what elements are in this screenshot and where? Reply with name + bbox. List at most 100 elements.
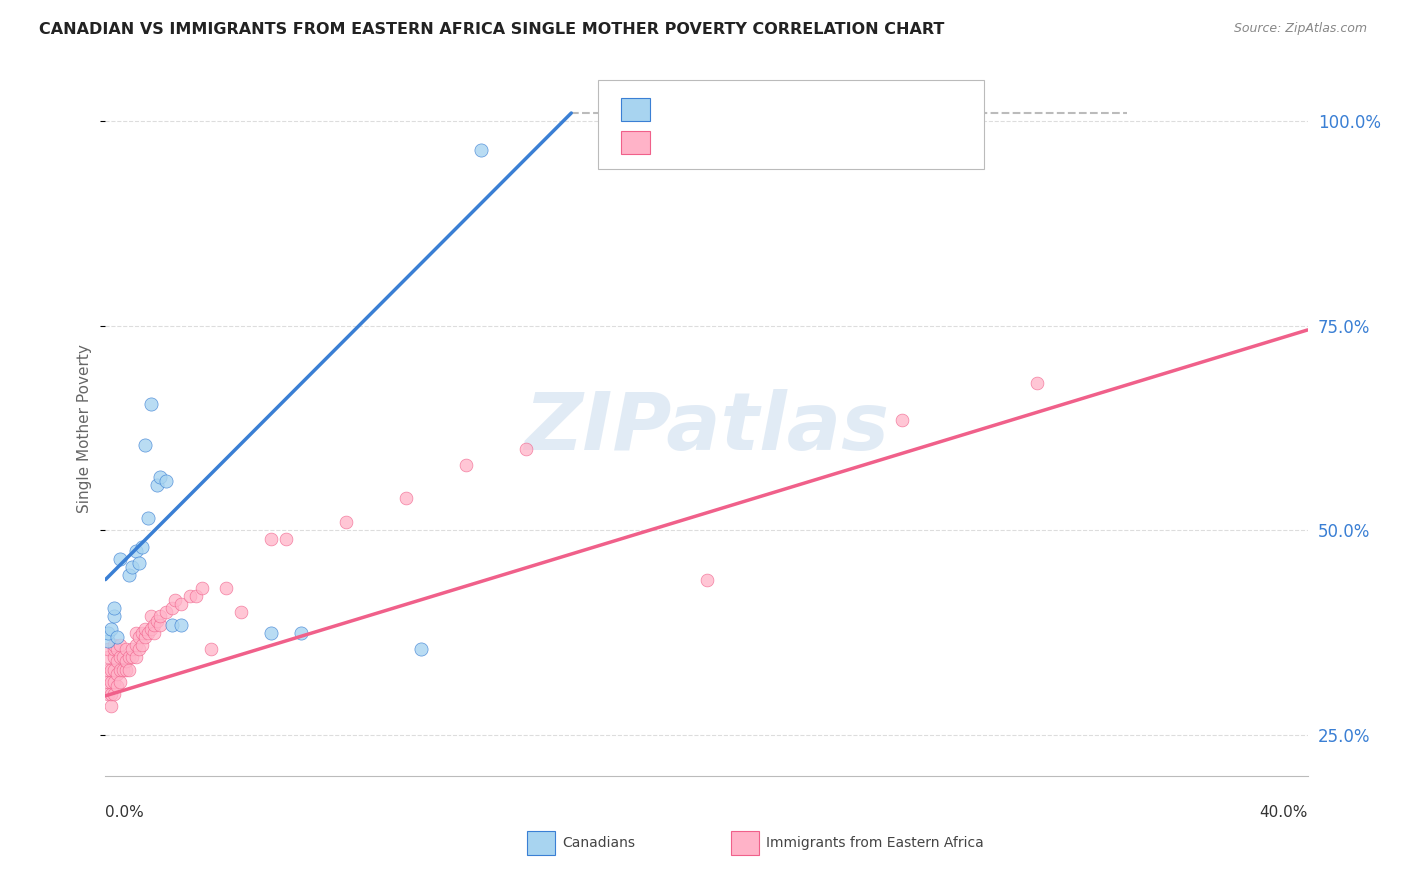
Point (112, 663, 135, 677)
Point (214, 581, 236, 595)
Point (103, 674, 125, 689)
Point (139, 609, 162, 624)
Point (142, 617, 165, 632)
Point (160, 617, 183, 632)
Point (97, 674, 120, 689)
Point (107, 630, 129, 644)
Point (118, 650, 141, 665)
Point (103, 642, 125, 657)
Point (184, 589, 207, 603)
Point (131, 625, 153, 640)
Point (1026, 376, 1049, 391)
Point (107, 679, 129, 693)
Point (696, 573, 718, 587)
Point (124, 650, 146, 665)
Point (107, 655, 129, 669)
Point (118, 568, 141, 582)
Point (100, 622, 122, 636)
Point (260, 625, 283, 640)
Point (100, 699, 122, 714)
Point (124, 638, 146, 652)
Point (190, 581, 212, 595)
Point (115, 655, 138, 669)
Point (290, 625, 312, 640)
Point (128, 630, 150, 644)
Text: 40.0%: 40.0% (1260, 805, 1308, 821)
Point (148, 609, 170, 624)
Point (134, 622, 156, 636)
Point (107, 666, 129, 681)
Point (97, 634, 120, 648)
Point (97, 687, 120, 701)
Point (136, 625, 159, 640)
Point (725, 143, 748, 157)
Point (97, 663, 120, 677)
Point (110, 663, 132, 677)
Point (112, 650, 135, 665)
Point (163, 593, 186, 607)
Point (515, 442, 537, 456)
Point (124, 625, 146, 640)
Point (470, 143, 492, 157)
Point (115, 663, 138, 677)
Point (124, 544, 146, 558)
Point (97, 625, 120, 640)
Point (131, 638, 153, 652)
Point (110, 552, 132, 566)
Point (274, 532, 297, 546)
Point (142, 625, 165, 640)
Point (103, 650, 125, 665)
Point (145, 614, 167, 628)
Point (131, 540, 153, 554)
Point (128, 642, 150, 657)
Point (107, 642, 129, 657)
Point (148, 617, 170, 632)
Point (128, 556, 150, 570)
Point (148, 470, 170, 484)
Text: Immigrants from Eastern Africa: Immigrants from Eastern Africa (766, 836, 984, 850)
Point (160, 601, 183, 615)
Point (103, 663, 125, 677)
Point (118, 663, 141, 677)
Point (110, 638, 132, 652)
Point (110, 674, 132, 689)
Text: R = 0.476   N = 68: R = 0.476 N = 68 (664, 134, 848, 152)
Point (134, 630, 156, 644)
Point (145, 478, 167, 492)
Point (103, 609, 125, 624)
Point (97, 650, 120, 665)
Y-axis label: Single Mother Poverty: Single Mother Poverty (77, 343, 93, 513)
Point (179, 589, 201, 603)
Point (121, 560, 143, 574)
Point (169, 597, 191, 611)
Point (100, 663, 122, 677)
Point (155, 605, 177, 619)
Point (139, 622, 162, 636)
Point (121, 642, 143, 657)
Text: Canadians: Canadians (562, 836, 636, 850)
Point (409, 642, 432, 657)
Point (229, 605, 252, 619)
Point (890, 413, 912, 427)
Point (103, 638, 125, 652)
Point (395, 491, 418, 505)
Point (110, 650, 132, 665)
Text: CANADIAN VS IMMIGRANTS FROM EASTERN AFRICA SINGLE MOTHER POVERTY CORRELATION CHA: CANADIAN VS IMMIGRANTS FROM EASTERN AFRI… (39, 22, 945, 37)
Point (200, 642, 222, 657)
Point (454, 458, 477, 472)
Point (100, 674, 122, 689)
Point (260, 532, 283, 546)
Point (103, 687, 125, 701)
Point (100, 687, 122, 701)
Point (136, 511, 159, 525)
Point (139, 396, 162, 410)
Text: 0.0%: 0.0% (105, 805, 145, 821)
Text: ZIPatlas: ZIPatlas (524, 389, 889, 467)
Text: R = 0.431   N = 25: R = 0.431 N = 25 (664, 101, 848, 119)
Point (115, 642, 138, 657)
Point (97, 642, 120, 657)
Text: Source: ZipAtlas.com: Source: ZipAtlas.com (1233, 22, 1367, 36)
Point (121, 650, 143, 665)
Point (103, 601, 125, 615)
Point (335, 516, 357, 530)
